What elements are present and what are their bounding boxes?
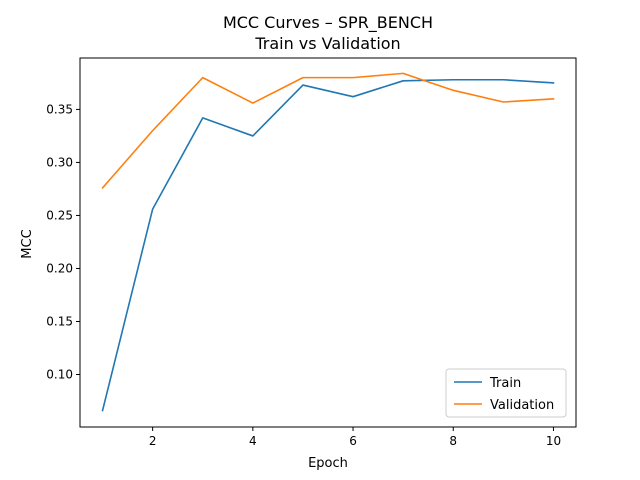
y-tick-label: 0.25 bbox=[46, 208, 73, 222]
chart-title: MCC Curves – SPR_BENCH bbox=[223, 13, 433, 33]
chart-subtitle: Train vs Validation bbox=[254, 34, 400, 53]
x-tick-label: 2 bbox=[149, 434, 157, 448]
plot-area bbox=[101, 72, 555, 412]
y-axis-label: MCC bbox=[20, 229, 35, 258]
legend-label-validation: Validation bbox=[490, 398, 554, 413]
y-tick-label: 0.20 bbox=[46, 261, 73, 275]
x-tick-label: 10 bbox=[546, 434, 561, 448]
series-line-validation bbox=[101, 72, 555, 190]
y-tick-label: 0.35 bbox=[46, 102, 73, 116]
x-tick-label: 6 bbox=[349, 434, 357, 448]
x-tick-label: 8 bbox=[449, 434, 457, 448]
legend-label-train: Train bbox=[489, 376, 521, 391]
x-axis-label: Epoch bbox=[308, 456, 348, 471]
y-tick-label: 0.10 bbox=[46, 368, 73, 382]
y-tick-label: 0.15 bbox=[46, 314, 73, 328]
y-tick-label: 0.30 bbox=[46, 155, 73, 169]
legend: Train Validation bbox=[445, 368, 567, 418]
axes: 2 4 6 8 10 0.10 0.15 0.20 0.25 0.30 0.35 bbox=[46, 57, 577, 448]
legend-box bbox=[445, 368, 567, 418]
x-tick-label: 4 bbox=[249, 434, 257, 448]
series-line-train bbox=[101, 78, 555, 412]
axes-frame bbox=[79, 57, 577, 428]
